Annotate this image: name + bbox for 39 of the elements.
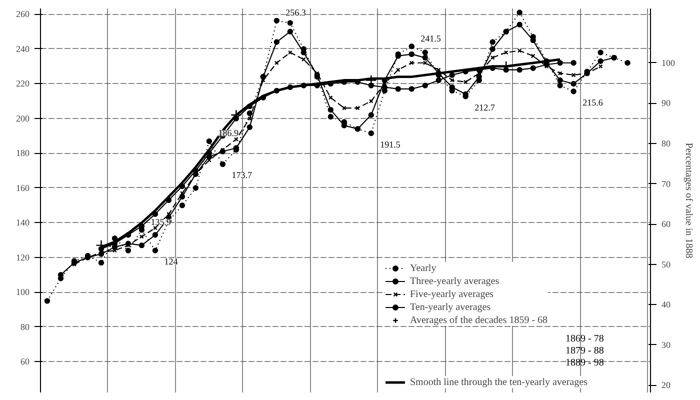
y-tick-label: 260 <box>16 9 30 20</box>
data-label: 212.7 <box>474 102 496 112</box>
y2-axis-title: Percentages of value in 1888 <box>683 142 694 258</box>
y-tick-label: 60 <box>20 356 30 367</box>
y-tick-label: 80 <box>20 322 30 332</box>
data-label: 191.5 <box>380 139 401 150</box>
annotation: 1879 - 88 <box>566 346 604 356</box>
data-label: 186.9 <box>218 128 239 138</box>
legend-label: Averages of the decades 1859 - 68 <box>410 314 548 326</box>
legend-label: Smooth line through the ten-yearly averages <box>410 376 588 388</box>
y2-tick-label: 30 <box>662 340 671 350</box>
y-tick-label: 200 <box>16 113 30 124</box>
data-label: 256.3 <box>286 8 306 18</box>
data-label: 135.9 <box>150 216 172 227</box>
y2-tick-label: 50 <box>662 259 671 270</box>
data-label: 241.5 <box>420 33 442 44</box>
annotation: 1869 - 78 <box>566 334 604 344</box>
y2-tick-label: 80 <box>662 138 671 148</box>
y2-tick-label: 60 <box>662 219 671 230</box>
y-tick-label: 140 <box>16 218 30 228</box>
data-label: 173.7 <box>232 170 252 180</box>
y2-tick-label: 40 <box>662 300 671 310</box>
y-tick-label: 100 <box>16 287 30 298</box>
legend-label: Ten-yearly averages <box>410 301 491 313</box>
legend-label: Three-yearly averages <box>410 275 500 287</box>
y-tick-label: 120 <box>16 252 30 262</box>
y-tick-label: 180 <box>16 148 30 158</box>
y2-tick-label: 90 <box>662 98 671 108</box>
y-tick-label: 240 <box>16 44 30 54</box>
data-label: 215.6 <box>582 97 604 108</box>
legend-label: Yearly <box>410 262 436 274</box>
legend-label: Five-yearly averages <box>410 288 494 300</box>
y-tick-label: 160 <box>16 182 30 193</box>
y2-tick-label: 20 <box>662 380 671 390</box>
y-tick-label: 220 <box>16 78 30 89</box>
data-label: 124 <box>164 256 178 267</box>
annotation: 1889 - 98 <box>566 358 604 368</box>
y2-tick-label: 100 <box>662 58 676 68</box>
y2-tick-label: 70 <box>662 178 671 189</box>
